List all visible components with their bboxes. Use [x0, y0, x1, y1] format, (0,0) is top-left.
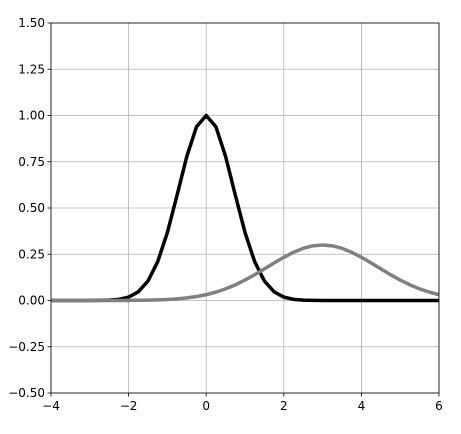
x-tick-label: 4	[358, 399, 366, 413]
y-tick-label: 0.00	[18, 294, 45, 308]
plot-frame	[50, 22, 440, 394]
y-tick-label: 1.50	[18, 16, 45, 30]
y-tick-label: −0.25	[8, 340, 45, 354]
y-tick-label: 1.00	[18, 109, 45, 123]
y-tick-label: 1.25	[18, 62, 45, 76]
y-tick-label: 0.75	[18, 155, 45, 169]
y-tick-label: −0.50	[8, 386, 45, 400]
line-series	[51, 243, 439, 303]
x-tick-label: −2	[120, 399, 138, 413]
x-tick-label: −4	[42, 399, 60, 413]
y-tick-label: 0.50	[18, 201, 45, 215]
x-tick-label: 6	[435, 399, 443, 413]
y-tick-label: 0.25	[18, 247, 45, 261]
x-tick-label: 2	[280, 399, 288, 413]
x-tick-label: 0	[202, 399, 210, 413]
